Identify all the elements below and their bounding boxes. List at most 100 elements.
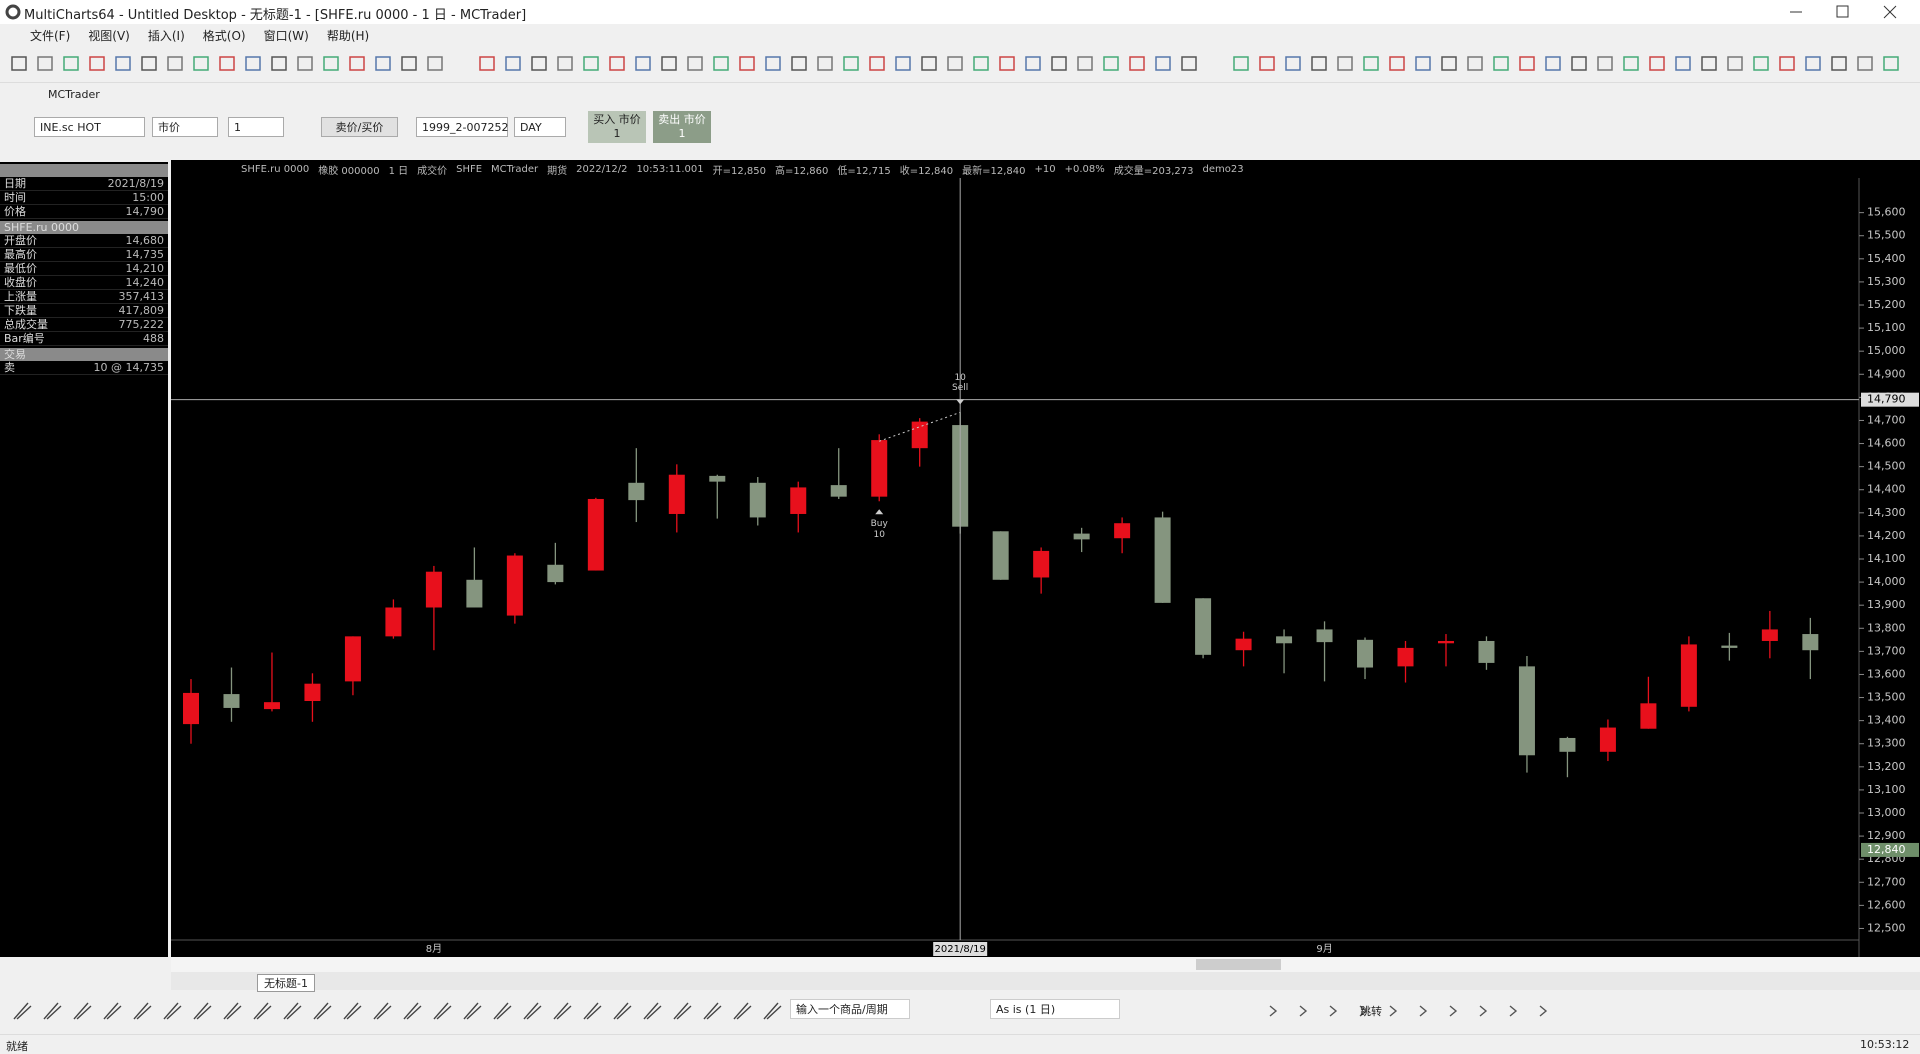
toolbar-button[interactable] <box>323 56 339 71</box>
drawing-tool[interactable] <box>643 1002 662 1020</box>
toolbar-button[interactable] <box>375 56 391 71</box>
toolbar-button[interactable] <box>1623 56 1639 71</box>
drawing-tool[interactable] <box>493 1002 512 1020</box>
toolbar-button[interactable] <box>1051 56 1067 71</box>
toolbar-button[interactable] <box>921 56 937 71</box>
quantity-input[interactable]: 1 <box>228 117 284 137</box>
nav-button[interactable] <box>1539 1005 1548 1017</box>
toolbar-button[interactable] <box>531 56 547 71</box>
toolbar-button[interactable] <box>1649 56 1665 71</box>
jump-button[interactable]: 跳转 <box>1360 1005 1382 1018</box>
toolbar-button[interactable] <box>947 56 963 71</box>
toolbar-button[interactable] <box>635 56 651 71</box>
toolbar-button[interactable] <box>1701 56 1717 71</box>
drawing-tool[interactable] <box>13 1002 32 1020</box>
toolbar-button[interactable] <box>1181 56 1197 71</box>
price-mode-button[interactable]: 卖价/买价 <box>321 117 398 137</box>
toolbar-button[interactable] <box>583 56 599 71</box>
toolbar-button[interactable] <box>895 56 911 71</box>
drawing-tool[interactable] <box>193 1002 212 1020</box>
symbol-period-input[interactable]: 输入一个商品/周期 <box>790 999 910 1019</box>
toolbar-button[interactable] <box>297 56 313 71</box>
toolbar-button[interactable] <box>1467 56 1483 71</box>
drawing-tool[interactable] <box>343 1002 362 1020</box>
toolbar-button[interactable] <box>1025 56 1041 71</box>
drawing-tool[interactable] <box>313 1002 332 1020</box>
toolbar-button[interactable] <box>401 56 417 71</box>
toolbar-button[interactable] <box>1233 56 1249 71</box>
toolbar-button[interactable] <box>219 56 235 71</box>
toolbar-button[interactable] <box>1857 56 1873 71</box>
toolbar-button[interactable] <box>505 56 521 71</box>
drawing-tool[interactable] <box>403 1002 422 1020</box>
toolbar-button[interactable] <box>37 56 53 71</box>
toolbar-button[interactable] <box>687 56 703 71</box>
drawing-tool[interactable] <box>463 1002 482 1020</box>
nav-button[interactable] <box>1419 1005 1428 1017</box>
toolbar-button[interactable] <box>1545 56 1561 71</box>
toolbar-button[interactable] <box>1155 56 1171 71</box>
toolbar-button[interactable] <box>843 56 859 71</box>
nav-button[interactable] <box>1449 1005 1458 1017</box>
toolbar-button[interactable] <box>661 56 677 71</box>
nav-button[interactable] <box>1299 1005 1308 1017</box>
toolbar-button[interactable] <box>1441 56 1457 71</box>
menu-item[interactable]: 窗口(W) <box>263 29 309 43</box>
toolbar-button[interactable] <box>1259 56 1275 71</box>
nav-button[interactable] <box>1359 1005 1368 1017</box>
nav-button[interactable] <box>1269 1005 1278 1017</box>
toolbar-button[interactable] <box>63 56 79 71</box>
duration-dropdown[interactable]: DAY <box>514 117 566 137</box>
drawing-tool[interactable] <box>133 1002 152 1020</box>
drawing-tool[interactable] <box>613 1002 632 1020</box>
drawing-tool[interactable] <box>703 1002 722 1020</box>
toolbar-button[interactable] <box>1493 56 1509 71</box>
sheet-tab[interactable]: 无标题-1 <box>257 974 315 992</box>
toolbar-button[interactable] <box>973 56 989 71</box>
toolbar-button[interactable] <box>869 56 885 71</box>
menu-item[interactable]: 格式(O) <box>202 29 246 43</box>
sell-button[interactable]: 卖出 市价 1 <box>653 111 711 143</box>
nav-button[interactable] <box>1329 1005 1338 1017</box>
toolbar-button[interactable] <box>1597 56 1613 71</box>
toolbar-button[interactable] <box>739 56 755 71</box>
toolbar-button[interactable] <box>245 56 261 71</box>
drawing-tool[interactable] <box>163 1002 182 1020</box>
drawing-tool[interactable] <box>223 1002 242 1020</box>
toolbar-button[interactable] <box>141 56 157 71</box>
drawing-tool[interactable] <box>673 1002 692 1020</box>
drawing-tool[interactable] <box>733 1002 752 1020</box>
toolbar-button[interactable] <box>1337 56 1353 71</box>
toolbar-button[interactable] <box>1727 56 1743 71</box>
toolbar-button[interactable] <box>1571 56 1587 71</box>
toolbar-button[interactable] <box>999 56 1015 71</box>
nav-button[interactable] <box>1389 1005 1398 1017</box>
scrollbar[interactable] <box>171 957 1920 972</box>
drawing-tool[interactable] <box>583 1002 602 1020</box>
order-type-dropdown[interactable]: 市价 <box>152 117 218 137</box>
menu-item[interactable]: 帮助(H) <box>326 29 370 43</box>
menu-item[interactable]: 插入(I) <box>147 29 185 43</box>
toolbar-button[interactable] <box>713 56 729 71</box>
toolbar-button[interactable] <box>1883 56 1899 71</box>
toolbar-button[interactable] <box>271 56 287 71</box>
toolbar-button[interactable] <box>1805 56 1821 71</box>
toolbar-button[interactable] <box>167 56 183 71</box>
toolbar-button[interactable] <box>115 56 131 71</box>
nav-button[interactable] <box>1509 1005 1518 1017</box>
toolbar-button[interactable] <box>193 56 209 71</box>
scrollbar-thumb[interactable] <box>1196 959 1281 970</box>
drawing-tool[interactable] <box>373 1002 392 1020</box>
drawing-tool[interactable] <box>43 1002 62 1020</box>
menu-item[interactable]: 文件(F) <box>30 29 71 43</box>
toolbar-button[interactable] <box>427 56 443 71</box>
menu-item[interactable]: 视图(V) <box>88 29 130 43</box>
symbol-input[interactable]: INE.sc HOT <box>34 117 145 137</box>
drawing-tool[interactable] <box>283 1002 302 1020</box>
toolbar-button[interactable] <box>1129 56 1145 71</box>
toolbar-button[interactable] <box>557 56 573 71</box>
toolbar-button[interactable] <box>89 56 105 71</box>
toolbar-button[interactable] <box>1103 56 1119 71</box>
drawing-tool[interactable] <box>523 1002 542 1020</box>
account-dropdown[interactable]: 1999_2-007252 <box>416 117 508 137</box>
